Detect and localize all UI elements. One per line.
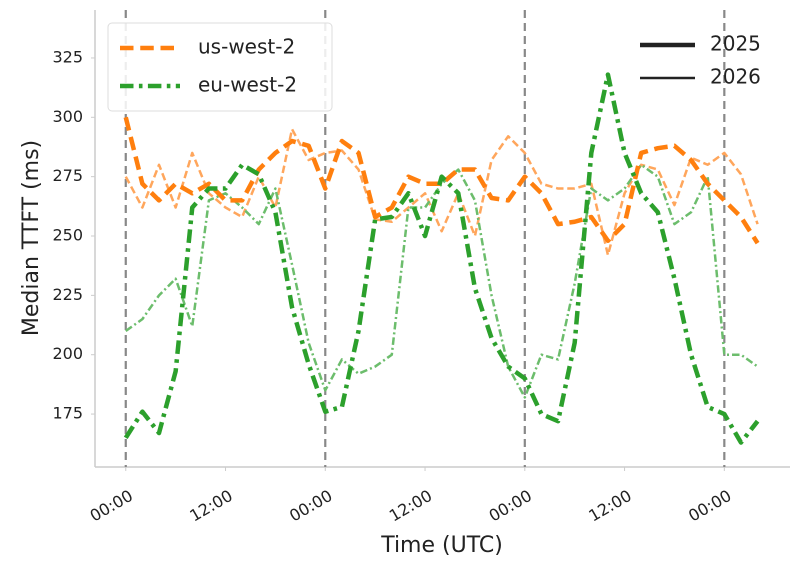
legend-label: us-west-2 <box>198 35 295 59</box>
x-tick-label: 12:00 <box>186 486 235 526</box>
x-tick-label: 12:00 <box>386 486 435 526</box>
x-tick-label: 00:00 <box>286 486 335 526</box>
x-tick-label: 00:00 <box>685 486 734 526</box>
series-line <box>125 163 759 399</box>
legend-label: 2025 <box>710 32 761 56</box>
y-tick-label: 300 <box>52 107 83 126</box>
x-tick-label: 00:00 <box>486 486 535 526</box>
y-tick-label: 275 <box>52 166 83 185</box>
legend-label: 2026 <box>710 65 761 89</box>
series-line <box>123 116 760 245</box>
y-axis-label: Median TTFT (ms) <box>19 140 44 336</box>
y-tick-label: 175 <box>52 404 83 423</box>
y-tick-label: 225 <box>52 285 83 304</box>
series-line <box>123 72 760 445</box>
x-axis-label: Time (UTC) <box>380 533 503 558</box>
x-tick-label: 12:00 <box>585 486 634 526</box>
y-tick-label: 250 <box>52 226 83 245</box>
x-tick-label: 00:00 <box>87 486 136 526</box>
legend-label: eu-west-2 <box>198 73 297 97</box>
y-tick-label: 200 <box>52 344 83 363</box>
legend-frame <box>107 22 333 112</box>
y-tick-label: 325 <box>52 47 83 66</box>
series-line <box>124 127 759 257</box>
